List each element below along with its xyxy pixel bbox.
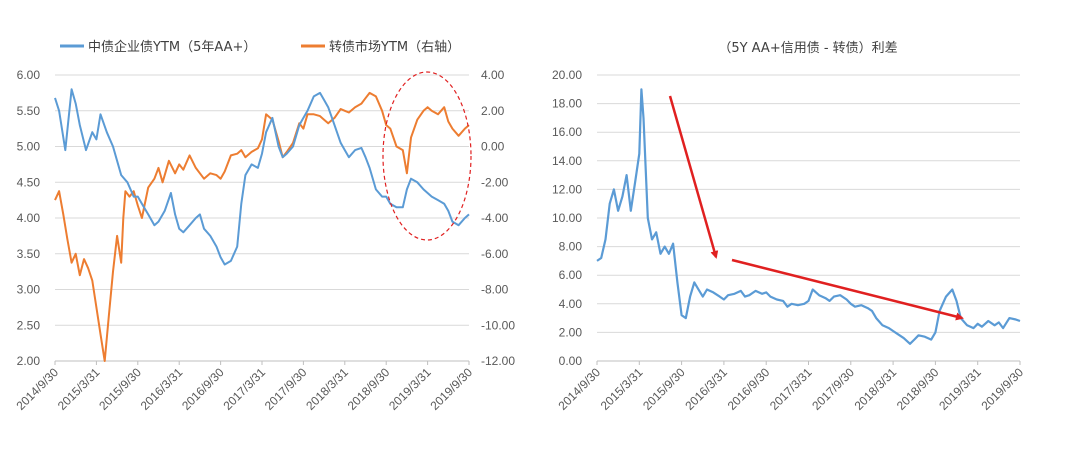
left-x-tick-label: 2016/9/30 [179,365,227,413]
right-x-tick-label: 2016/9/30 [725,365,773,413]
right-chart-y-tick-label: 6.00 [559,268,583,282]
right-series-line [596,88,1021,345]
right-chart-y-tick-label: 8.00 [559,240,583,254]
left-y-axis-right-labels: -12.00 -10.00 -8.00 -6.00 -4.00 -2.00 0.00 2.00… [481,68,515,368]
right-y-tick-label: 4.00 [481,68,505,82]
trend-arrow-1 [668,95,719,259]
left-y-tick-label: 5.50 [17,104,41,118]
right-y-tick-label: -12.00 [481,354,515,368]
left-y-tick-label: 6.00 [17,68,41,82]
legend-label-convertible-bond: 转债市场YTM（右轴） [329,39,460,55]
left-x-axis-labels: 2014/9/302015/3/312015/9/302016/3/312016… [13,361,475,413]
highlight-ellipse [382,71,472,241]
left-y-axis-left-labels: 2.00 2.50 3.00 3.50 4.00 4.50 5.00 5.50 6.00 [17,68,41,368]
left-chart: 中债企业债YTM（5年AA+） 转债市场YTM（右轴） 2.00 2.50 3.00… [13,39,515,413]
left-x-tick-label: 2016/3/31 [138,365,186,413]
left-x-tick-label: 2018/9/30 [345,365,393,413]
left-x-tick-label: 2014/9/30 [13,365,61,413]
right-x-axis-labels: 2014/9/302015/3/312015/9/302016/3/312016… [555,361,1026,413]
right-y-tick-label: 0.00 [481,140,505,154]
left-y-tick-label: 2.00 [17,354,41,368]
right-y-tick-label: -4.00 [481,211,509,225]
left-y-tick-label: 2.50 [17,318,41,332]
left-y-tick-label: 3.50 [17,247,41,261]
right-chart-y-tick-label: 0.00 [559,354,583,368]
right-x-tick-label: 2017/9/30 [809,365,857,413]
left-y-tick-label: 4.00 [17,211,41,225]
right-chart-y-tick-label: 2.00 [559,325,583,339]
left-gridlines [55,74,469,362]
legend-label-corporate-bond: 中债企业债YTM（5年AA+） [88,39,256,55]
left-y-tick-label: 4.50 [17,175,41,189]
series-line-corporate-bond-ytm [54,88,470,266]
right-chart-y-tick-label: 12.00 [552,182,582,196]
left-x-tick-label: 2019/3/31 [386,365,434,413]
right-chart-y-tick-label: 10.00 [552,211,582,225]
right-x-tick-label: 2015/9/30 [640,365,688,413]
left-x-tick-label: 2015/3/31 [55,365,103,413]
left-x-tick-label: 2018/3/31 [303,365,351,413]
right-x-tick-label: 2017/3/31 [767,365,815,413]
series-line-convertible-ytm [54,91,470,362]
right-x-tick-label: 2018/3/31 [852,365,900,413]
right-chart-y-tick-label: 18.00 [552,97,582,111]
right-chart-y-tick-label: 4.00 [559,297,583,311]
right-chart-title: （5Y AA+信用债 - 转债）利差 [718,41,897,56]
right-y-tick-label: -2.00 [481,175,509,189]
left-x-tick-label: 2019/9/30 [427,365,475,413]
series-line-credit-spread [596,88,1021,345]
right-y-tick-label: 2.00 [481,104,505,118]
right-x-tick-label: 2019/3/31 [936,365,984,413]
left-x-tick-label: 2017/3/31 [220,365,268,413]
right-y-tick-label: -8.00 [481,283,509,297]
left-y-tick-label: 3.00 [17,283,41,297]
right-y-tick-label: -6.00 [481,247,509,261]
right-x-tick-label: 2015/3/31 [598,365,646,413]
left-x-tick-label: 2017/9/30 [262,365,310,413]
right-y-tick-label: -10.00 [481,318,515,332]
right-chart-y-tick-label: 14.00 [552,154,582,168]
left-y-tick-label: 5.00 [17,140,41,154]
right-y-axis-labels: 0.00 2.00 4.00 6.00 8.00 10.00 12.00 14.00 16.00… [552,68,582,368]
right-chart-y-tick-label: 16.00 [552,125,582,139]
right-chart: （5Y AA+信用债 - 转债）利差 0.00 2.00 4.00 6.00 8.00 1… [552,41,1026,413]
trend-arrow-2 [731,258,964,321]
left-series-lines [54,88,470,362]
left-x-tick-label: 2015/9/30 [96,365,144,413]
right-x-tick-label: 2019/9/30 [978,365,1026,413]
right-gridlines [597,74,1020,362]
right-chart-y-tick-label: 20.00 [552,68,582,82]
right-x-tick-label: 2018/9/30 [894,365,942,413]
right-x-tick-label: 2014/9/30 [555,365,603,413]
right-x-tick-label: 2016/3/31 [682,365,730,413]
